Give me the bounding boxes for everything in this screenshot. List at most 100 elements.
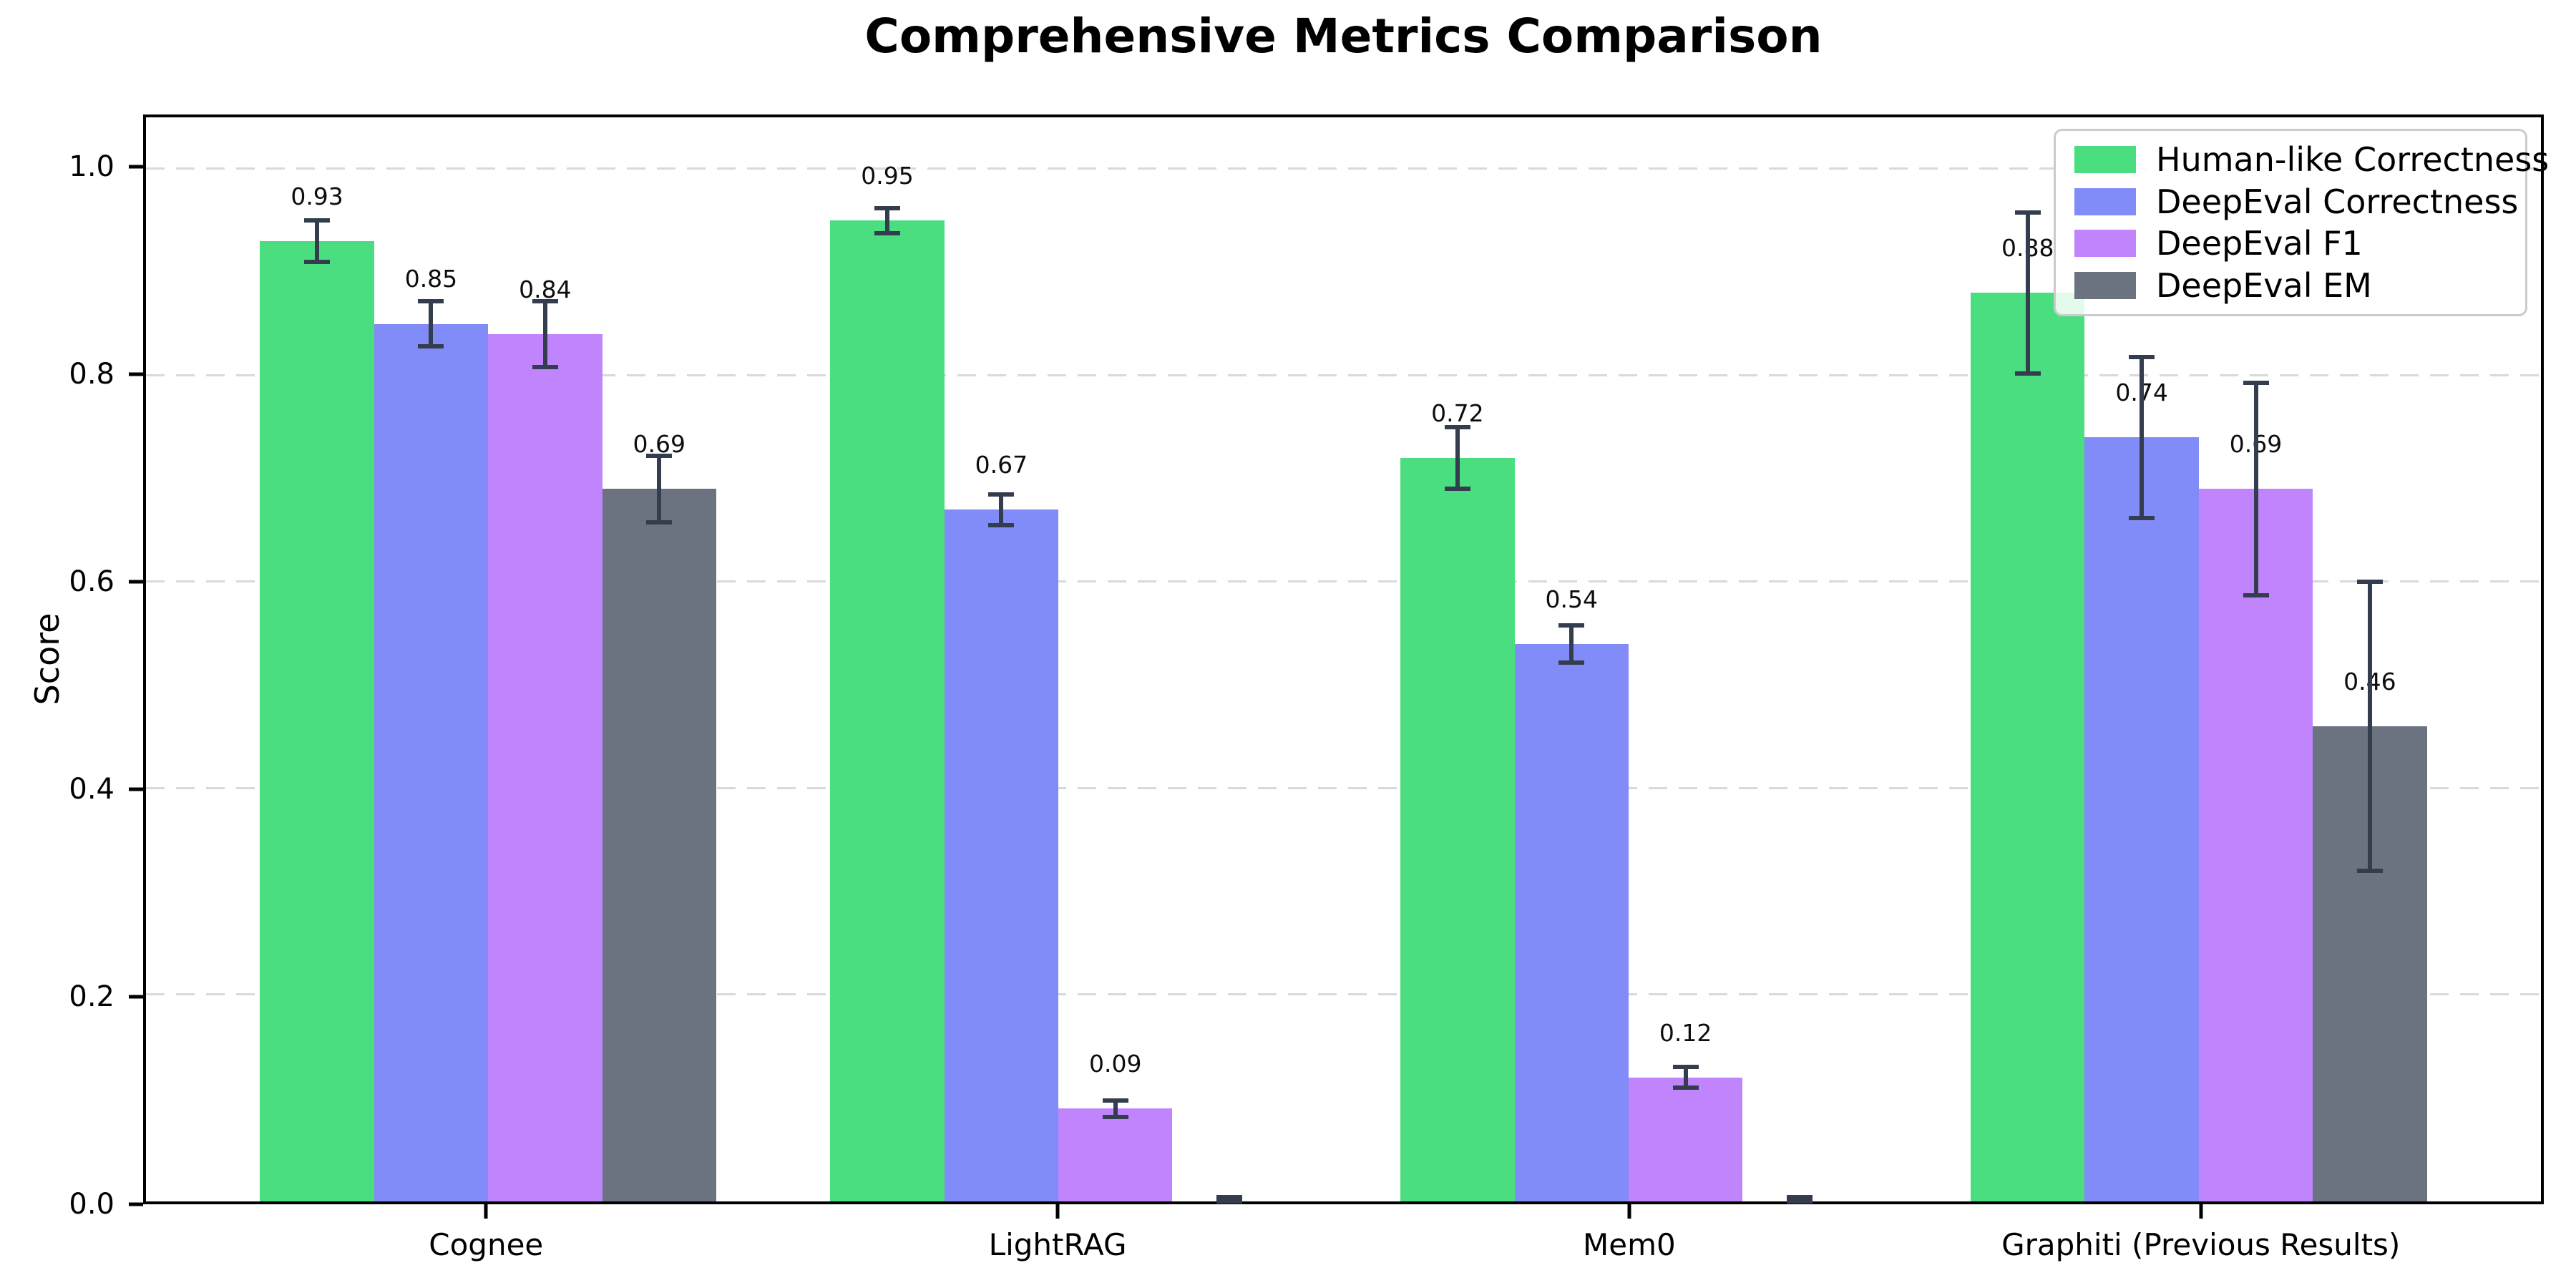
error-bar (1455, 426, 1460, 489)
y-tick-label: 0.8 (69, 357, 114, 391)
error-bar-cap (1558, 660, 1585, 665)
legend-swatch (2074, 272, 2136, 300)
error-bar (2367, 582, 2372, 872)
error-bar-cap (1787, 1195, 1813, 1200)
error-bar (2140, 356, 2145, 518)
legend-label: DeepEval EM (2156, 266, 2372, 306)
bar (1514, 643, 1629, 1201)
error-bar-cap (1672, 1085, 1699, 1091)
x-tick-label: Mem0 (1583, 1227, 1676, 1262)
bar-value-label: 0.67 (975, 451, 1028, 479)
y-tick-label: 0.6 (69, 565, 114, 598)
error-bar-cap (1444, 487, 1470, 492)
x-tick-mark (484, 1204, 488, 1219)
error-bar-cap (532, 298, 558, 303)
bar-value-label: 0.69 (633, 430, 686, 459)
y-tick-mark (129, 995, 143, 999)
y-tick-mark (129, 580, 143, 584)
y-axis: 0.0 0.2 0.4 0.6 0.8 1.0 (0, 114, 143, 1221)
bar (1971, 293, 2085, 1201)
error-bar-cap (1787, 1199, 1813, 1204)
error-bar-cap (304, 260, 331, 265)
error-bar-cap (988, 522, 1015, 527)
legend-item: DeepEval EM (2074, 266, 2507, 305)
bar (1058, 1108, 1173, 1201)
y-tick-mark (129, 165, 143, 169)
error-bar-cap (874, 205, 900, 210)
bar (1628, 1077, 1743, 1201)
legend-item: Human-like Correctness (2074, 140, 2549, 179)
bar (830, 220, 945, 1201)
error-bar-cap (1102, 1114, 1128, 1119)
chart-title: Comprehensive Metrics Comparison (864, 9, 1823, 64)
x-tick-mark (1627, 1204, 1631, 1219)
legend: Human-like Correctness DeepEval Correctne… (2054, 129, 2549, 316)
legend-item: DeepEval Correctness (2074, 182, 2518, 221)
y-tick-label: 0.4 (69, 772, 114, 806)
bar-value-label: 0.93 (291, 182, 343, 210)
y-tick-mark (129, 372, 143, 376)
x-tick-label: Graphiti (Previous Results) (2001, 1227, 2401, 1262)
error-bar-cap (2356, 580, 2383, 585)
error-bar (1569, 625, 1574, 663)
error-bar-cap (418, 344, 444, 349)
gridline (146, 786, 2541, 789)
error-bar (1683, 1067, 1688, 1088)
y-tick-label: 1.0 (69, 150, 114, 183)
error-bar-cap (1558, 623, 1585, 628)
error-bar-cap (646, 519, 673, 525)
bar (374, 323, 489, 1201)
y-tick-mark (129, 1202, 143, 1206)
error-bar (2025, 212, 2030, 374)
error-bar (999, 494, 1004, 525)
legend-label: DeepEval Correctness (2156, 182, 2519, 221)
error-bar-cap (1444, 424, 1470, 429)
x-tick-mark (1055, 1204, 1060, 1219)
error-bar-cap (646, 454, 673, 459)
bar-value-label: 0.85 (404, 265, 458, 293)
error-bar-cap (1102, 1098, 1128, 1103)
error-bar-cap (1672, 1065, 1699, 1070)
legend-swatch (2074, 187, 2136, 215)
error-bar-cap (2356, 869, 2383, 874)
gridline (146, 167, 2541, 170)
x-axis: Cognee LightRAG Mem0 Graphiti (Previous Res… (143, 1204, 2544, 1288)
gridline (146, 993, 2541, 996)
error-bar-cap (2243, 380, 2269, 385)
legend-item: DeepEval F1 (2074, 224, 2507, 263)
error-bar (884, 208, 889, 233)
bar-value-label: 0.54 (1545, 585, 1598, 613)
bar-value-label: 0.72 (1431, 399, 1484, 427)
plot-inner: 0.930.950.720.880.850.670.540.740.840.09… (146, 117, 2541, 1204)
legend-swatch (2074, 230, 2136, 258)
x-tick-label: Cognee (429, 1227, 544, 1262)
y-tick-label: 0.2 (69, 980, 114, 1013)
bar (944, 509, 1059, 1201)
error-bar (1113, 1100, 1118, 1117)
error-bar (315, 220, 320, 262)
y-tick-mark (129, 787, 143, 791)
bar (2198, 489, 2313, 1201)
x-tick-label: LightRAG (988, 1227, 1127, 1262)
error-bar (2253, 382, 2258, 596)
gridline (146, 580, 2541, 583)
error-bar-cap (874, 230, 900, 235)
error-bar-cap (988, 492, 1015, 497)
legend-label: DeepEval F1 (2156, 224, 2363, 263)
bar-value-label: 0.84 (519, 275, 572, 303)
error-bar-cap (418, 298, 444, 303)
error-bar-cap (2129, 354, 2155, 359)
error-bar-cap (1216, 1199, 1243, 1204)
error-bar (542, 301, 547, 368)
error-bar-cap (2014, 210, 2041, 215)
bar-value-label: 0.95 (861, 162, 914, 190)
y-tick-label: 0.0 (69, 1188, 114, 1221)
error-bar-cap (2243, 593, 2269, 598)
legend-label: Human-like Correctness (2156, 140, 2550, 179)
bar (2084, 437, 2199, 1201)
bar (488, 334, 602, 1201)
bar (1400, 458, 1515, 1201)
x-tick-mark (2199, 1204, 2203, 1219)
bar (260, 241, 374, 1201)
